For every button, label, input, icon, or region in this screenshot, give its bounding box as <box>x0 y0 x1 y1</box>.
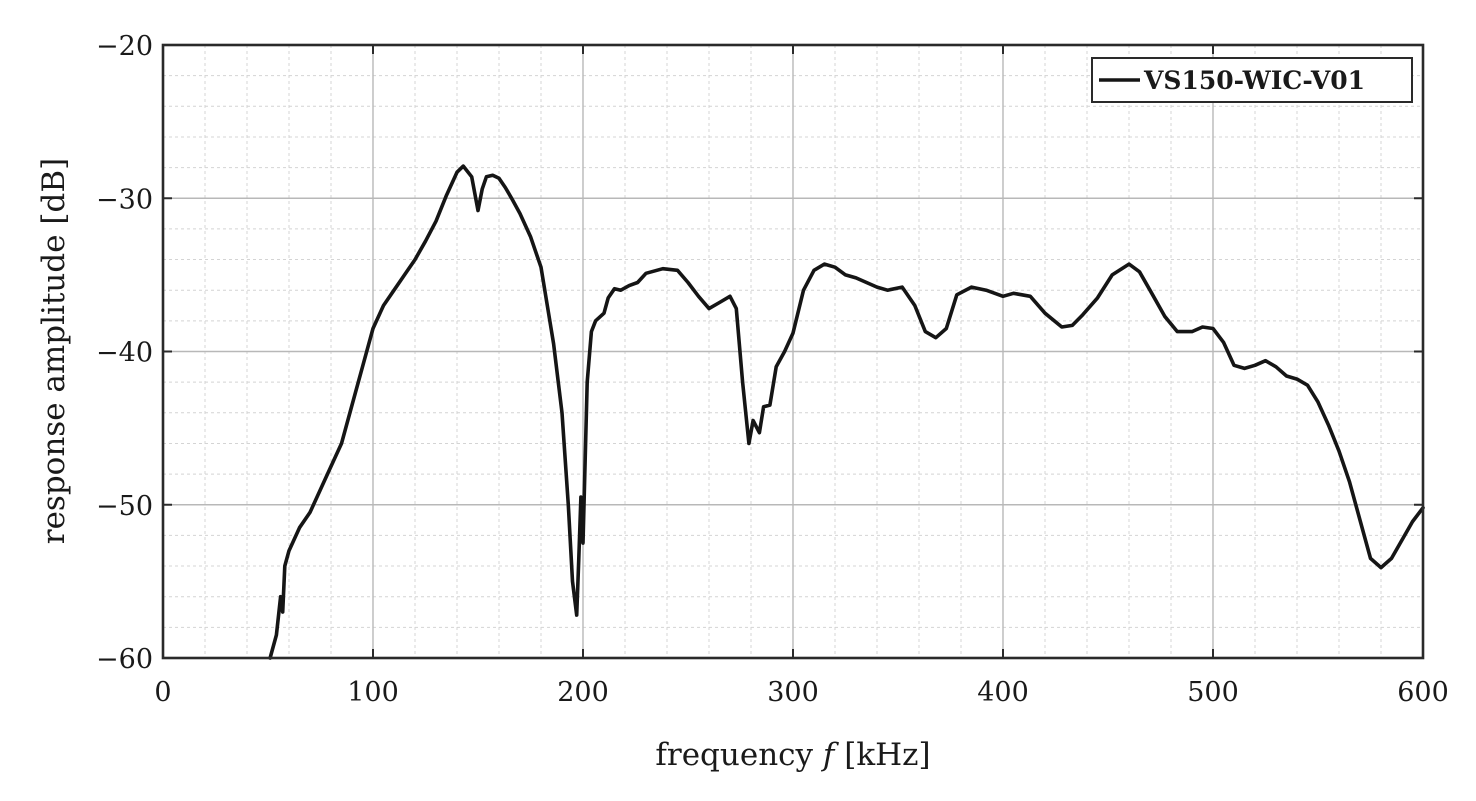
y-tick-label: −30 <box>96 184 153 215</box>
y-axis-title: response amplitude [dB] <box>36 158 72 545</box>
x-axis-title-main: frequency <box>655 737 823 773</box>
legend-entry-label: VS150-WIC-V01 <box>1143 66 1365 95</box>
series-layer <box>268 164 1425 660</box>
legend: VS150-WIC-V01 <box>1091 57 1413 103</box>
y-tick-labels: −60 −50 −40 −30 −20 <box>96 31 153 675</box>
y-tick-label: −50 <box>96 491 153 522</box>
x-tick-label: 600 <box>1397 677 1449 708</box>
tick-marks <box>162 44 1424 659</box>
series-line-vs150-wic-v01 <box>268 164 1425 660</box>
x-axis-title: frequency f [kHz] <box>655 737 930 773</box>
legend-box <box>1091 57 1413 103</box>
x-tick-label: 500 <box>1187 677 1239 708</box>
x-tick-labels: 0 100 200 300 400 500 600 <box>154 677 1448 708</box>
y-tick-label: −40 <box>96 338 153 369</box>
x-tick-label: 400 <box>977 677 1029 708</box>
y-tick-label: −20 <box>96 31 153 62</box>
x-tick-label: 200 <box>557 677 609 708</box>
x-axis-title-unit: [kHz] <box>834 737 930 773</box>
x-tick-label: 300 <box>767 677 819 708</box>
x-tick-label: 0 <box>154 677 171 708</box>
major-gridlines <box>163 45 1423 658</box>
x-tick-label: 100 <box>347 677 399 708</box>
y-tick-label: −60 <box>96 644 153 675</box>
